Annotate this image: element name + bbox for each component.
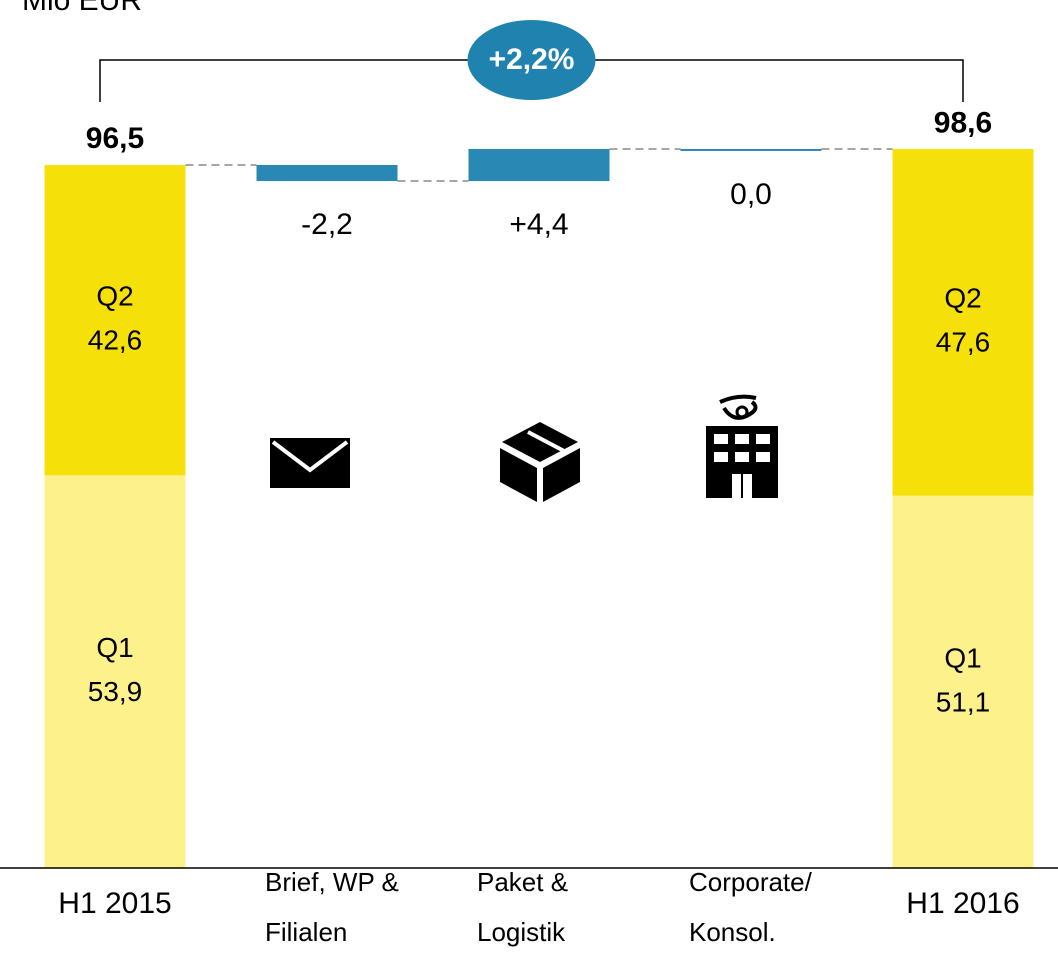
delta-label: -2,2 (301, 208, 353, 241)
x-tick-label: H1 2016 (906, 887, 1019, 920)
total-label: 96,5 (86, 122, 144, 155)
x-tick-label: Konsol. (689, 917, 776, 947)
segment-name: Q1 (96, 632, 133, 663)
delta-label: 0,0 (730, 178, 772, 211)
total-segment (44, 164, 186, 476)
total-segment (892, 148, 1034, 496)
change-label: +2,2% (489, 43, 575, 76)
total-label: 98,6 (934, 107, 992, 140)
unit-label: Mio EUR (22, 0, 142, 17)
segment-name: Q2 (944, 283, 981, 314)
total-segment (44, 475, 186, 868)
total-segment (892, 495, 1034, 868)
x-tick-label: Corporate/ (689, 867, 813, 897)
package-icon (500, 422, 580, 502)
segment-value-label: 51,1 (936, 686, 991, 717)
delta-bar (680, 148, 822, 151)
x-tick-label: H1 2015 (58, 887, 171, 920)
segment-value-label: 47,6 (936, 327, 991, 358)
change-badge (467, 20, 596, 100)
delta-bar (468, 148, 610, 182)
x-tick-label: Logistik (477, 917, 566, 947)
segment-name: Q1 (944, 642, 981, 673)
delta-bar (256, 164, 398, 182)
x-tick-label: Brief, WP & (265, 867, 399, 897)
x-tick-label: Paket & (477, 867, 568, 897)
segment-value-label: 42,6 (88, 325, 143, 356)
x-tick-label: Filialen (265, 917, 347, 947)
envelope-icon (270, 438, 350, 488)
post-building-icon (706, 394, 778, 498)
segment-name: Q2 (96, 281, 133, 312)
segment-value-label: 53,9 (88, 676, 143, 707)
delta-label: +4,4 (509, 208, 568, 241)
